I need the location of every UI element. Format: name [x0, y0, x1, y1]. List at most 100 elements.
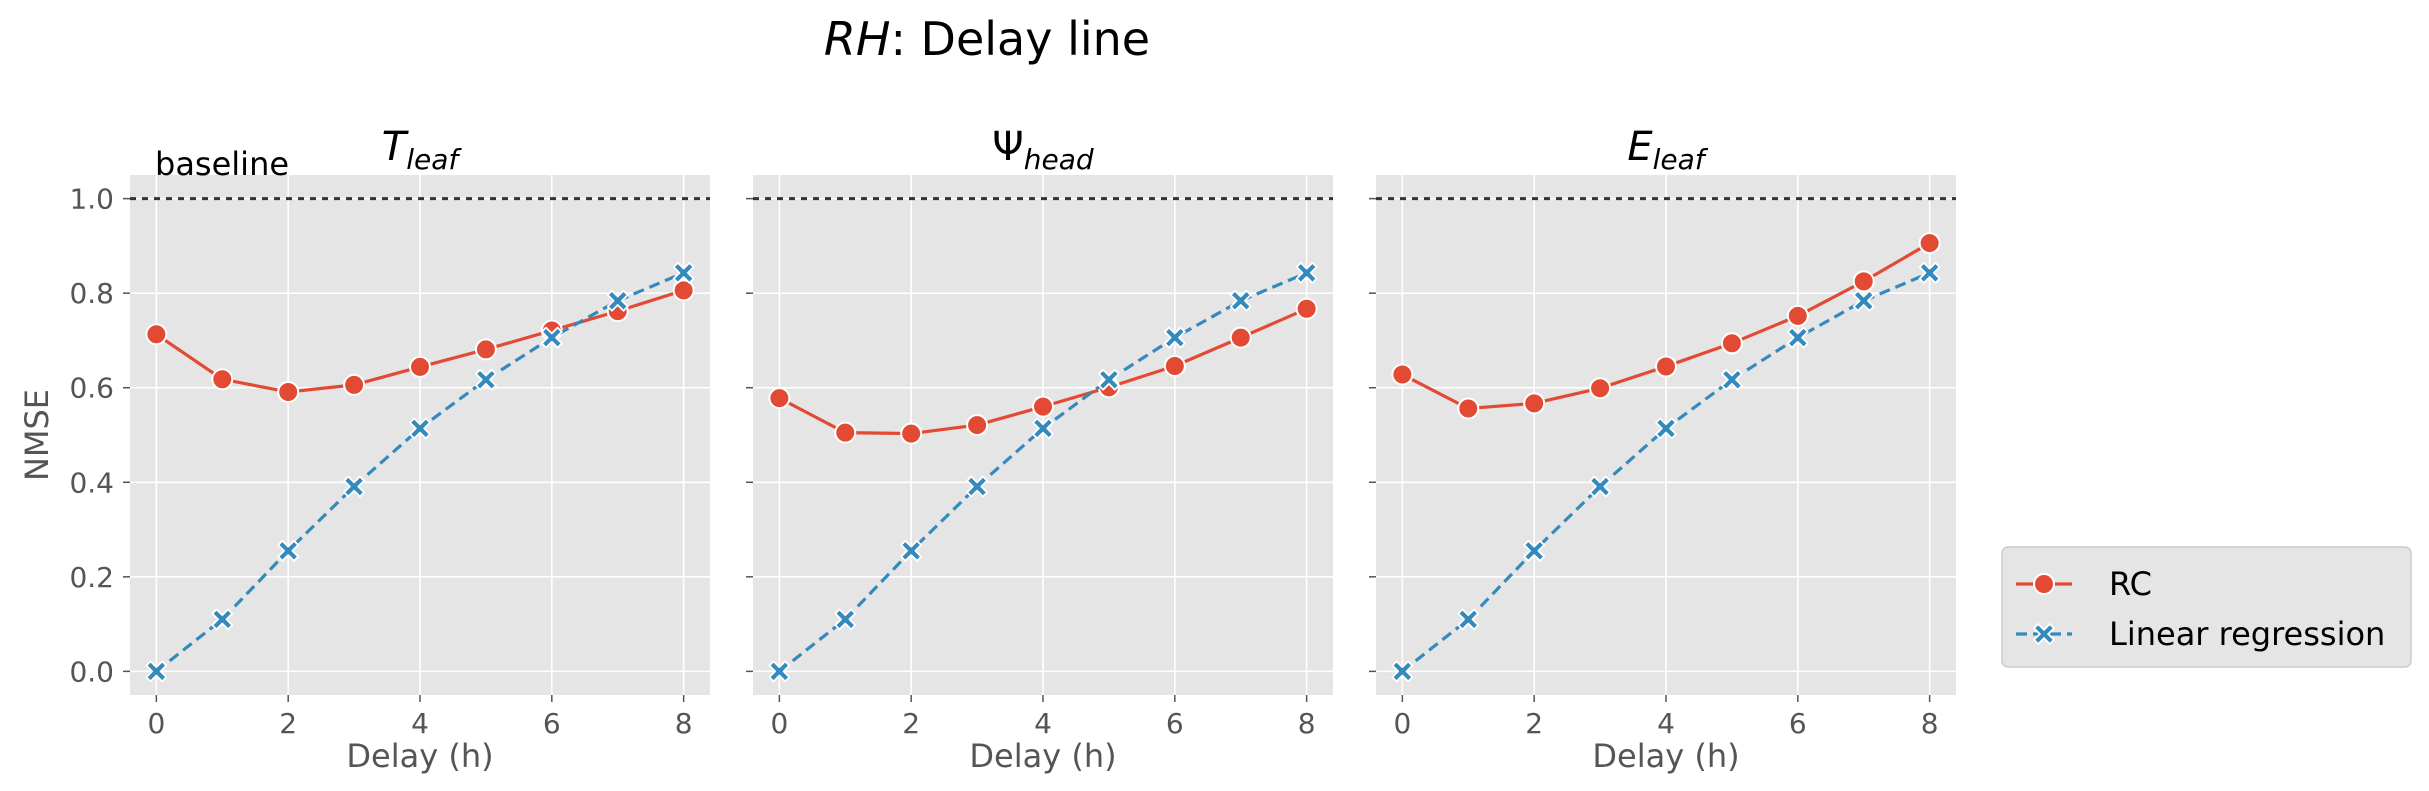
panel-title: Tleaf	[382, 124, 463, 176]
panel-1: 0 2 4 6 8 0.0 0.2 0.4 0.6 0.8 1.0 Delay (h) NMSE Tlea…	[18, 124, 710, 775]
data-point	[1457, 397, 1480, 420]
baseline-annotation: baseline	[155, 145, 289, 183]
panel-title-base: E	[1627, 124, 1653, 170]
y-tick-label: 0.0	[69, 655, 114, 688]
legend-marker	[2032, 622, 2056, 646]
x-tick-label: 8	[675, 707, 693, 740]
panel-title-subscript: head	[1024, 143, 1094, 176]
data-point	[768, 660, 791, 683]
x-tick-label: 2	[902, 707, 920, 740]
data-point	[409, 417, 431, 440]
data-point	[409, 355, 431, 378]
data-point	[1720, 332, 1743, 355]
panels: 0 2 4 6 8 0.0 0.2 0.4 0.6 0.8 1.0 Delay (h) NMSE Tlea…	[18, 124, 1956, 775]
x-axis-label: Delay (h)	[1592, 737, 1739, 775]
panel-title-base: T	[382, 124, 410, 170]
data-point	[834, 421, 857, 444]
figure-title-italic: RH	[824, 12, 891, 66]
x-tick-label: 8	[1921, 707, 1939, 740]
data-point	[1786, 304, 1809, 327]
data-point	[1163, 326, 1186, 349]
legend-marker	[2033, 573, 2055, 595]
data-point	[474, 338, 497, 361]
data-point	[475, 368, 497, 391]
data-point	[145, 660, 168, 683]
data-point	[1229, 289, 1252, 312]
series-linear-regression	[768, 261, 1318, 683]
data-point	[1655, 355, 1677, 378]
x-tick-label: 4	[1657, 707, 1675, 740]
figure-title: RH: Delay line	[824, 12, 1150, 66]
data-point	[966, 475, 988, 498]
legend-label: Linear regression	[2109, 615, 2385, 653]
y-axis-label: NMSE	[18, 389, 56, 481]
data-point	[145, 323, 168, 346]
data-point	[1032, 417, 1054, 440]
data-point	[1295, 297, 1318, 320]
panel-title-base: Ψ	[992, 124, 1023, 170]
data-point	[1523, 392, 1546, 415]
panel-title-subscript: leaf	[406, 143, 462, 176]
data-point	[1229, 326, 1252, 349]
x-tick-label: 0	[770, 707, 788, 740]
data-point	[768, 387, 791, 410]
x-tick-label: 6	[1789, 707, 1807, 740]
figure-title-rest: : Delay line	[890, 12, 1150, 66]
data-point	[1391, 363, 1414, 386]
data-point	[1391, 660, 1414, 683]
data-point	[1457, 608, 1480, 631]
y-tick-label: 0.6	[69, 372, 114, 405]
data-point	[1098, 368, 1120, 391]
data-point	[211, 368, 234, 391]
legend-entry: RC	[2016, 565, 2152, 603]
series-linear-regression	[145, 261, 695, 683]
data-point	[1786, 326, 1809, 349]
data-point	[277, 380, 300, 403]
series-rc	[145, 279, 695, 403]
data-point	[1589, 377, 1612, 400]
data-point	[1918, 232, 1941, 255]
panel-title-subscript: leaf	[1653, 143, 1709, 176]
x-tick-label: 0	[1393, 707, 1411, 740]
series-rc	[768, 297, 1318, 445]
x-tick-label: 8	[1298, 707, 1316, 740]
data-point	[1721, 368, 1743, 391]
data-point	[277, 539, 300, 562]
y-tick-label: 0.2	[69, 561, 114, 594]
data-point	[343, 475, 365, 498]
x-tick-label: 4	[1034, 707, 1052, 740]
data-point	[966, 414, 989, 437]
data-point	[1918, 261, 1941, 284]
panel-title: Ψhead	[992, 124, 1094, 176]
y-tick-label: 0.8	[69, 277, 114, 310]
y-tick-label: 1.0	[69, 183, 114, 216]
data-point	[211, 608, 234, 631]
panel-3: 0 2 4 6 8 Delay (h) Eleaf	[1369, 124, 1956, 775]
legend: RC Linear regression	[2001, 546, 2412, 668]
x-tick-label: 6	[543, 707, 561, 740]
y-tick-label: 0.4	[69, 466, 114, 499]
x-tick-label: 0	[147, 707, 165, 740]
data-point	[1163, 354, 1186, 377]
x-tick-label: 2	[279, 707, 297, 740]
data-point	[672, 279, 695, 302]
data-point	[540, 326, 563, 349]
x-axis-label: Delay (h)	[969, 737, 1116, 775]
data-point	[1852, 270, 1875, 293]
data-point	[1589, 475, 1611, 498]
panel-2: 0 2 4 6 8 Delay (h) Ψhead	[746, 124, 1333, 775]
x-tick-label: 4	[411, 707, 429, 740]
data-point	[1295, 261, 1318, 284]
legend-entry: Linear regression	[2016, 615, 2385, 653]
data-point	[606, 289, 629, 312]
legend-box	[2001, 546, 2412, 668]
x-tick-label: 2	[1525, 707, 1543, 740]
data-point	[1655, 417, 1677, 440]
data-point	[1032, 395, 1054, 418]
data-point	[1523, 539, 1546, 562]
panel-title: Eleaf	[1627, 124, 1708, 176]
x-axis-label: Delay (h)	[346, 737, 493, 775]
series-linear-regression	[1391, 261, 1941, 683]
x-tick-label: 6	[1166, 707, 1184, 740]
